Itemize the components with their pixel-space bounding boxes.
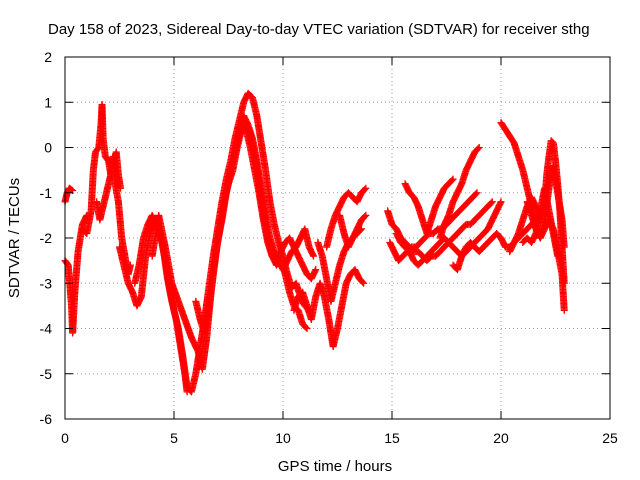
- series-sat-w: [519, 184, 562, 260]
- y-tick-label: -3: [40, 275, 53, 291]
- series-sat-k: [314, 225, 365, 305]
- point-marker: [126, 261, 134, 269]
- series-sat-r: [436, 144, 483, 242]
- point-marker: [497, 198, 505, 206]
- point-marker: [68, 186, 76, 194]
- point-marker: [362, 184, 370, 192]
- series-sat-d: [93, 148, 125, 224]
- chart-title: Day 158 of 2023, Sidereal Day-to-day VTE…: [48, 21, 590, 38]
- point-marker: [310, 252, 318, 260]
- point-marker: [474, 145, 482, 153]
- y-tick-label: -2: [40, 230, 53, 246]
- x-axis-ticks: 0 5 10 15 20 25: [61, 57, 618, 446]
- y-tick-label: 2: [44, 49, 52, 65]
- point-marker: [560, 243, 568, 251]
- y-axis-ticks: -6 -5 -4 -3 -2 -1 0 1 2: [40, 49, 610, 427]
- x-tick-label: 20: [493, 430, 509, 446]
- y-tick-label: 0: [44, 140, 52, 156]
- series-sat-j: [290, 266, 368, 351]
- point-marker: [362, 211, 370, 219]
- point-marker: [312, 266, 320, 274]
- point-marker: [472, 190, 480, 198]
- x-tick-label: 25: [602, 430, 618, 446]
- point-marker: [360, 279, 368, 287]
- point-marker: [448, 176, 456, 184]
- point-marker: [303, 325, 311, 332]
- x-axis-label: GPS time / hours: [278, 458, 392, 475]
- y-tick-label: 1: [44, 94, 52, 110]
- y-axis-label: SDTVAR / TECUs: [6, 178, 23, 298]
- series-sat-l: [323, 184, 370, 251]
- y-tick-label: -1: [40, 185, 53, 201]
- point-marker: [487, 199, 495, 207]
- series-sat-o: [386, 189, 481, 265]
- point-marker: [560, 306, 568, 314]
- point-marker: [361, 213, 369, 221]
- point-marker: [488, 198, 496, 206]
- point-marker: [117, 184, 125, 192]
- x-tick-label: 15: [384, 430, 400, 446]
- point-marker: [302, 323, 310, 331]
- y-tick-label: -5: [40, 366, 53, 382]
- series-sat-a: [61, 184, 77, 206]
- point-marker: [473, 189, 481, 197]
- series-sat-i: [242, 125, 320, 283]
- series-sat-b: [61, 211, 91, 337]
- x-tick-label: 5: [170, 430, 178, 446]
- point-marker: [475, 144, 483, 151]
- point-marker: [361, 185, 369, 193]
- x-tick-label: 10: [275, 430, 291, 446]
- point-marker: [560, 279, 568, 287]
- point-marker: [359, 278, 367, 286]
- series-sat-m: [336, 211, 370, 251]
- y-tick-label: -6: [40, 411, 53, 427]
- point-marker: [449, 175, 457, 183]
- point-marker: [554, 252, 562, 260]
- y-tick-label: -4: [40, 321, 53, 337]
- data-marks: [61, 89, 568, 396]
- x-tick-label: 0: [61, 430, 69, 446]
- series-sat-q: [401, 175, 457, 237]
